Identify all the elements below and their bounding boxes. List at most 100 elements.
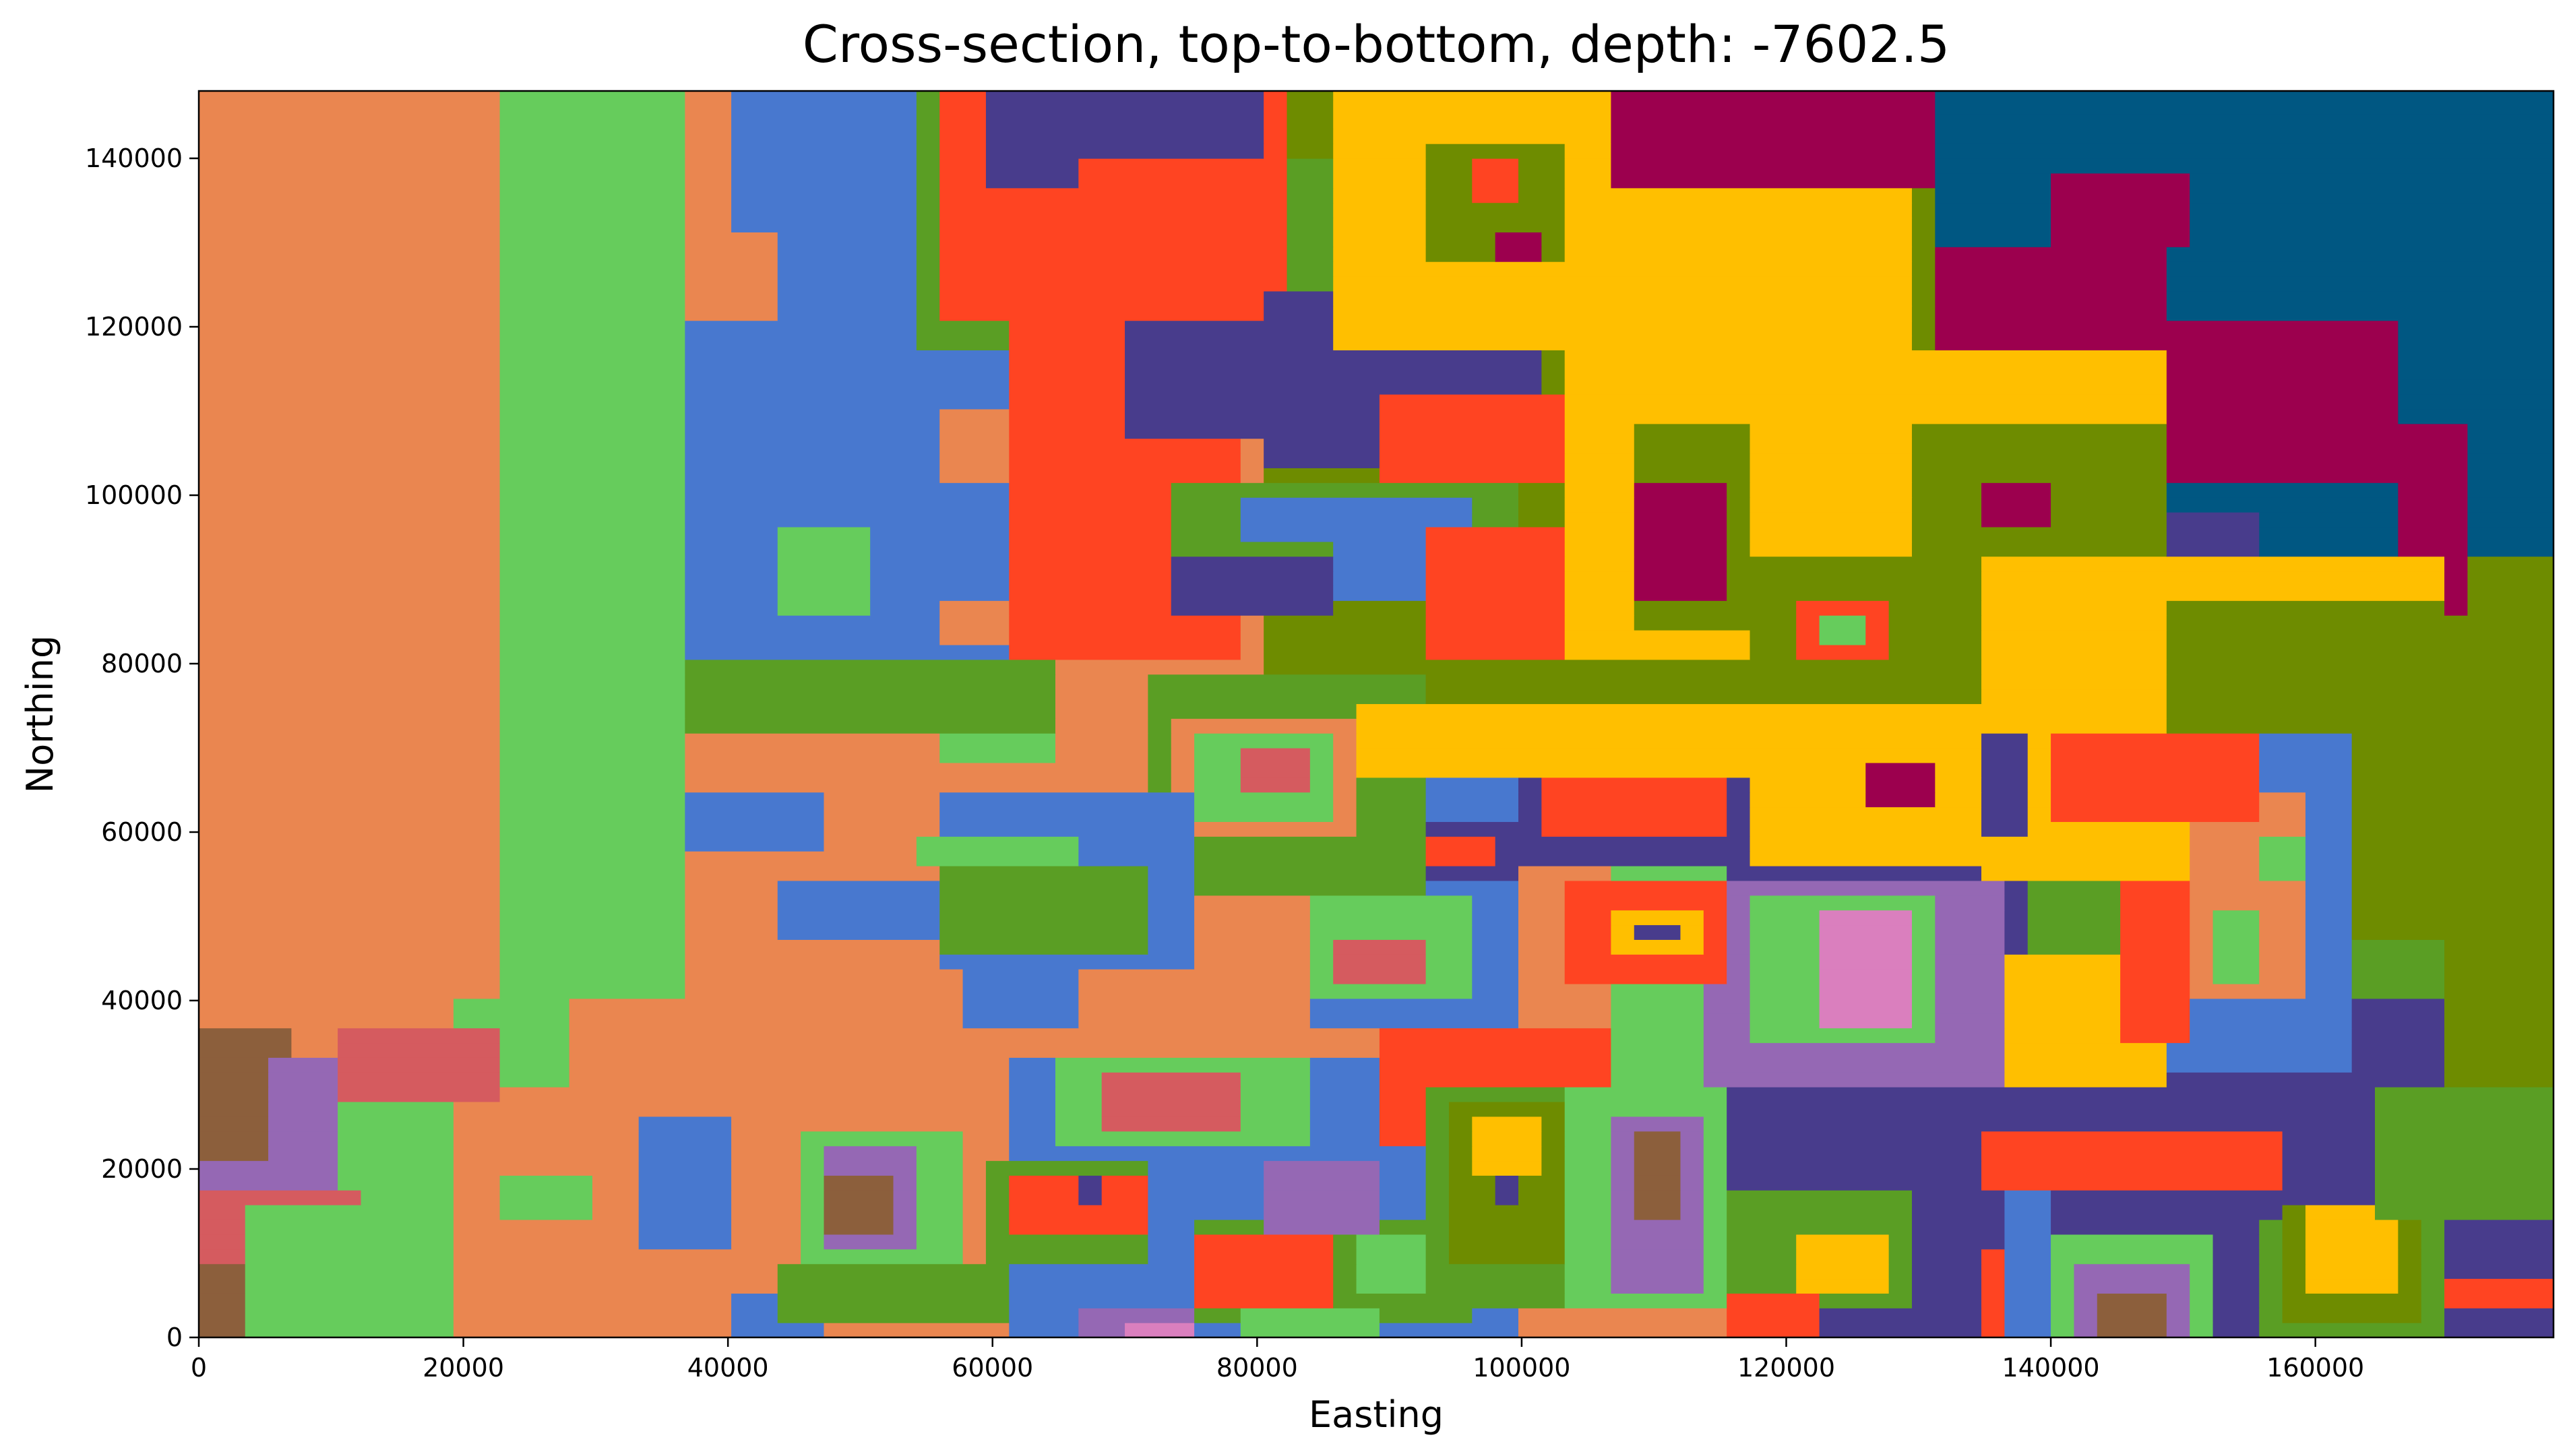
heatmap-cell-run — [199, 350, 501, 365]
heatmap-cell-run — [499, 644, 685, 660]
heatmap-cell-run — [1333, 217, 1427, 232]
heatmap-cell-run — [985, 1190, 1010, 1205]
heatmap-cell-run — [777, 1308, 1010, 1323]
heatmap-cell-run — [2259, 851, 2306, 866]
heatmap-cell-run — [199, 600, 501, 616]
heatmap-cell-run — [777, 290, 917, 307]
heatmap-cell-run — [245, 1293, 454, 1308]
heatmap-cell-run — [1472, 939, 1519, 955]
heatmap-cell-run — [2444, 939, 2553, 955]
heatmap-cell-run — [685, 290, 778, 307]
heatmap-cell-run — [1148, 939, 1195, 955]
heatmap-cell-run — [1981, 762, 2029, 778]
heatmap-cell-run — [2375, 1145, 2553, 1162]
heatmap-cell-run — [2004, 880, 2029, 896]
heatmap-cell-run — [1425, 630, 1566, 645]
heatmap-cell-run — [1448, 1190, 1496, 1205]
heatmap-cell-run — [1425, 1145, 1450, 1162]
heatmap-cell-run — [1518, 895, 1566, 911]
heatmap-cell-run — [1309, 895, 1473, 911]
heatmap-cell-run — [199, 1102, 269, 1117]
heatmap-cell-run — [916, 851, 1079, 866]
heatmap-cell-run — [2351, 1042, 2445, 1058]
heatmap-cell-run — [777, 1263, 1010, 1279]
heatmap-cell-run — [939, 217, 1288, 232]
heatmap-cell-run — [685, 247, 778, 262]
heatmap-cell-run — [1287, 232, 1334, 247]
heatmap-cell-run — [1171, 600, 1334, 616]
heatmap-cell-run — [199, 202, 501, 218]
heatmap-cell-run — [916, 158, 940, 174]
heatmap-cell-run — [2259, 939, 2306, 955]
heatmap-cell-run — [2305, 969, 2353, 984]
heatmap-cell-run — [962, 1190, 987, 1205]
heatmap-cell-run — [2351, 866, 2553, 881]
heatmap-cell-run — [1611, 998, 1704, 1014]
heatmap-cell-run — [499, 365, 685, 380]
heatmap-cell-run — [939, 408, 1010, 424]
heatmap-cell-run — [1240, 1323, 1380, 1337]
heatmap-cell-run — [685, 924, 778, 940]
heatmap-cell-run — [499, 571, 685, 586]
heatmap-cell-run — [1727, 1087, 2376, 1102]
heatmap-cell-run — [1634, 526, 1727, 542]
heatmap-cell-run — [569, 1057, 1010, 1073]
heatmap-cell-run — [2398, 1234, 2422, 1250]
heatmap-cell-run — [1518, 939, 1566, 955]
heatmap-cell-run — [1911, 217, 1936, 232]
heatmap-cell-run — [1194, 1234, 1334, 1250]
heatmap-cell-run — [777, 261, 917, 277]
heatmap-cell-run — [1911, 541, 2167, 557]
heatmap-cell-run — [1309, 910, 1473, 926]
heatmap-cell-run — [1888, 630, 1982, 645]
heatmap-cell-run — [1171, 482, 1519, 498]
heatmap-cell-run — [499, 866, 685, 881]
heatmap-cell-run — [2421, 1278, 2445, 1294]
heatmap-cell-run — [1750, 482, 1913, 498]
heatmap-cell-run — [2398, 1220, 2422, 1235]
heatmap-cell-run — [1425, 939, 1473, 955]
heatmap-cell-run — [939, 895, 1148, 911]
heatmap-cell-run — [1194, 939, 1311, 955]
heatmap-cell-run — [1541, 365, 1566, 380]
heatmap-cell-run — [2305, 1234, 2398, 1250]
heatmap-cell-run — [685, 365, 1010, 380]
heatmap-cell-run — [985, 1234, 1148, 1250]
heatmap-cell-run — [1425, 217, 1566, 232]
heatmap-cell-run — [777, 541, 871, 557]
heatmap-cell-run — [1680, 1205, 1704, 1220]
heatmap-cell-run — [1564, 895, 1727, 911]
heatmap-cell-run — [499, 276, 685, 292]
heatmap-cell-run — [962, 969, 1079, 984]
heatmap-cell-run — [1727, 512, 1751, 528]
heatmap-cell-run — [2120, 954, 2190, 970]
heatmap-cell-run — [2190, 187, 2553, 203]
heatmap-cell-run — [1935, 954, 2005, 970]
heatmap-cell-run — [2351, 748, 2553, 763]
heatmap-cell-run — [499, 748, 685, 763]
heatmap-cell-run — [1356, 1278, 1427, 1294]
heatmap-cell-run — [1472, 895, 1519, 911]
heatmap-cell-run — [916, 1220, 964, 1235]
heatmap-cell-run — [870, 556, 1010, 572]
heatmap-cell-run — [777, 1293, 1010, 1308]
heatmap-cell-run — [453, 1205, 501, 1220]
heatmap-cell-run — [1309, 984, 1473, 999]
heatmap-cell-run — [1634, 924, 1681, 940]
heatmap-cell-run — [1009, 320, 1125, 336]
heatmap-cell-run — [685, 394, 1010, 410]
heatmap-cell-run — [2004, 1323, 2051, 1337]
heatmap-cell-run — [2444, 1013, 2553, 1029]
heatmap-cell-run — [731, 187, 917, 203]
heatmap-cell-run — [685, 526, 778, 542]
heatmap-cell-run — [499, 453, 685, 468]
x-tick-label: 100000 — [1473, 1353, 1570, 1383]
y-tick-label: 20000 — [101, 1154, 183, 1184]
heatmap-cell-run — [499, 144, 685, 159]
heatmap-cell-run — [1703, 984, 1751, 999]
heatmap-cell-run — [2351, 733, 2553, 749]
heatmap-cell-run — [1101, 1087, 1241, 1102]
heatmap-cell-run — [777, 276, 917, 292]
heatmap-cell-run — [1287, 187, 1334, 203]
heatmap-cell-run — [2398, 320, 2553, 336]
